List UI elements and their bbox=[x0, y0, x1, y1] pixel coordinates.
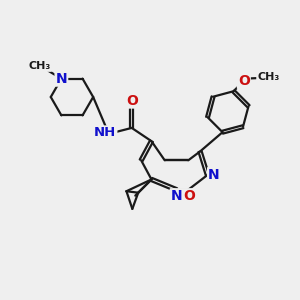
Text: CH₃: CH₃ bbox=[257, 71, 279, 82]
Text: N: N bbox=[56, 72, 67, 86]
Text: O: O bbox=[238, 74, 250, 88]
Text: CH₃: CH₃ bbox=[29, 61, 51, 71]
Text: O: O bbox=[126, 94, 138, 107]
Text: N: N bbox=[208, 168, 220, 182]
Text: O: O bbox=[183, 189, 195, 203]
Text: NH: NH bbox=[94, 126, 116, 140]
Text: N: N bbox=[171, 189, 182, 203]
